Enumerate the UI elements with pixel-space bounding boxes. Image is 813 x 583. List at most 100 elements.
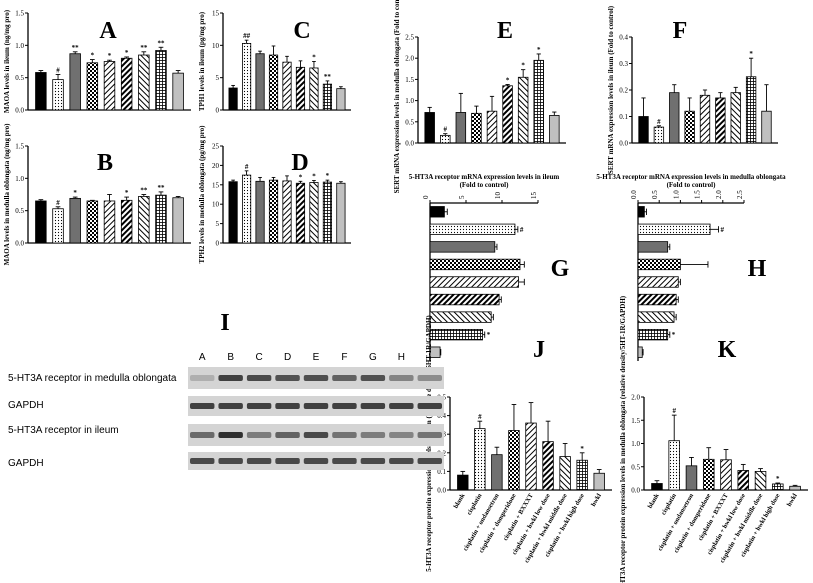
western-blot-panel: I A B C D E F G H I 5-HT3A receptor in medulla obl… [8, 310, 444, 470]
bar [255, 53, 265, 111]
y-tick-label: 0.4 [437, 412, 446, 420]
significance-mark: * [312, 54, 316, 62]
significance-mark: # [478, 413, 482, 421]
y-tick-label: 0.0 [15, 240, 24, 248]
blot-row-label: GAPDH [8, 400, 44, 411]
panel-letter: B [97, 150, 113, 176]
bar [549, 115, 560, 144]
significance-mark: # [444, 126, 448, 134]
x-tick-label: 10 [494, 192, 502, 200]
blot-band [275, 432, 300, 438]
bar [429, 241, 496, 253]
bar [772, 483, 784, 491]
y-tick-label: 0.1 [619, 113, 628, 121]
chart-panel-b: 0.0 0.5 1.0 1.5 MAOA levels in medulla oblon… [3, 123, 191, 265]
bar [533, 59, 544, 144]
blot-band [417, 458, 442, 464]
blot-row-label: 5-HT3A receptor in medulla oblongata [8, 373, 177, 384]
bar [242, 174, 252, 244]
bar [35, 200, 47, 244]
x-tick-label: 1.0 [672, 190, 680, 199]
blot-band [332, 403, 357, 409]
significance-mark: * [776, 475, 780, 483]
blot-band [389, 403, 414, 409]
chart-panel-e: 0.0 0.5 1.0 1.5 2.0 2.5 SERT mRNA expression l… [393, 0, 566, 193]
chart-panel-j: 0.00.10.20.30.40.55-HT3A receptor protei… [425, 315, 612, 572]
x-tick-label: 2.5 [736, 190, 744, 199]
significance-mark: ** [72, 44, 80, 52]
bar [685, 465, 698, 491]
bar [637, 258, 681, 271]
blot-band [190, 458, 215, 464]
significance-mark: * [108, 52, 112, 60]
bar [429, 328, 483, 341]
y-tick-label: 0.4 [619, 34, 628, 42]
blot-band [389, 432, 414, 438]
bar [593, 472, 605, 491]
blot-band [332, 458, 357, 464]
bar [637, 293, 677, 306]
x-tick-label: 0.5 [651, 190, 659, 199]
significance-mark: * [487, 331, 491, 339]
y-tick-label: 2.5 [405, 34, 414, 42]
y-axis-label: TPH2 levels in medulla oblongata (pg/mg … [198, 125, 206, 264]
blot-band [417, 432, 442, 438]
blot-band [246, 375, 272, 381]
bar [172, 72, 184, 111]
y-tick-label: 0.5 [405, 118, 414, 126]
panel-letter: I [220, 310, 229, 336]
blot-band [190, 403, 215, 409]
significance-mark: * [672, 331, 676, 339]
x-axis-label: 5-HT3A receptor mRNA expression levels i… [409, 173, 560, 181]
blot-band [246, 432, 272, 438]
bar [457, 474, 469, 491]
bar [336, 88, 346, 111]
bar [322, 181, 332, 244]
y-tick-label: 20 [212, 162, 220, 170]
bar [268, 179, 279, 244]
x-axis-label-unit: (Fold to control) [460, 181, 510, 189]
bar [559, 456, 571, 491]
blot-band [417, 403, 442, 409]
bar [228, 181, 238, 244]
bar [424, 112, 435, 144]
bar [336, 182, 346, 244]
x-category-label: hwkl [590, 492, 603, 508]
bar [637, 311, 675, 323]
bar [228, 87, 238, 111]
panel-letter: K [718, 337, 737, 363]
bar [120, 199, 133, 244]
bar [138, 196, 150, 244]
y-tick-label: 0.5 [15, 207, 24, 215]
panel-letter: D [291, 150, 308, 176]
blot-band [360, 403, 386, 409]
bar [103, 61, 116, 111]
x-tick-label: 0 [422, 195, 430, 199]
panel-letter: E [497, 18, 513, 44]
panel-letter: J [533, 337, 545, 363]
bar [255, 180, 265, 244]
bar [429, 206, 445, 218]
y-tick-label: 1.5 [15, 10, 24, 18]
y-tick-label: 5 [216, 74, 220, 82]
bar [474, 428, 486, 491]
bar [35, 72, 47, 111]
lane-label: D [284, 352, 291, 363]
bar [486, 110, 498, 144]
bar [155, 194, 167, 244]
y-tick-label: 25 [212, 143, 220, 151]
bar [525, 422, 537, 491]
panel-letter: C [293, 18, 310, 44]
significance-mark: * [326, 172, 330, 180]
bar [52, 79, 64, 111]
blot-band [389, 375, 414, 381]
significance-mark: * [580, 445, 584, 453]
significance-mark: * [312, 173, 316, 181]
y-tick-label: 0 [216, 240, 220, 248]
y-tick-label: 2.0 [631, 394, 640, 402]
blot-band [360, 432, 386, 438]
lane-label: G [369, 352, 377, 363]
bar [651, 483, 663, 491]
blot-band [360, 458, 386, 464]
significance-mark: ** [140, 187, 148, 195]
